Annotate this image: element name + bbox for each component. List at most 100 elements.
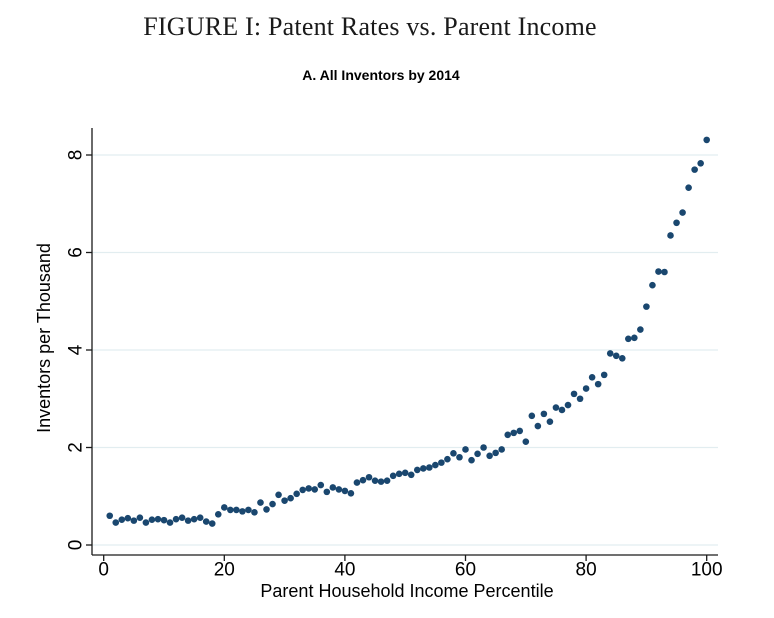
data-point (606, 350, 614, 357)
figure-title: FIGURE I: Patent Rates vs. Parent Income (143, 12, 597, 41)
data-point (480, 444, 487, 451)
data-point (383, 477, 391, 484)
data-point (600, 371, 608, 379)
data-point (570, 390, 578, 398)
data-point (631, 334, 638, 342)
data-point (347, 490, 355, 497)
data-point (582, 385, 590, 392)
y-tick-label: 4 (66, 344, 87, 355)
data-point (564, 401, 572, 409)
x-tick-label: 60 (455, 560, 476, 581)
data-point (691, 166, 698, 173)
data-point (299, 486, 306, 494)
x-tick-label: 40 (334, 560, 355, 581)
panel-title: A. All Inventors by 2014 (302, 67, 460, 83)
data-point (395, 470, 403, 478)
data-point (444, 455, 451, 463)
data-point (257, 499, 264, 506)
data-point (154, 515, 162, 523)
data-point (239, 508, 246, 515)
data-point (655, 268, 662, 275)
data-point (612, 352, 620, 360)
data-point (492, 449, 499, 457)
data-point (245, 506, 252, 514)
data-point (540, 410, 548, 418)
data-point (462, 446, 469, 453)
data-point (486, 452, 493, 460)
data-point (323, 488, 331, 496)
data-point (407, 471, 415, 479)
data-point (576, 395, 584, 403)
data-point (649, 281, 656, 289)
data-point (522, 438, 530, 445)
data-point (269, 500, 276, 508)
data-point (311, 486, 319, 493)
data-point (389, 472, 397, 480)
data-point (227, 506, 234, 514)
data-point (196, 514, 204, 521)
data-point (136, 514, 144, 521)
data-point (456, 453, 463, 461)
data-point (233, 506, 240, 514)
y-tick-label: 0 (66, 540, 87, 551)
data-point (317, 481, 325, 489)
data-point (625, 335, 632, 343)
data-point (329, 484, 337, 491)
data-point (214, 510, 222, 518)
data-point (142, 519, 150, 526)
data-point (160, 516, 168, 524)
data-point (106, 512, 114, 520)
data-point (528, 412, 536, 420)
data-point (697, 159, 704, 167)
x-tick-label: 80 (576, 560, 597, 581)
data-point (450, 450, 457, 457)
data-point (263, 506, 270, 513)
data-point (353, 479, 361, 486)
data-point (618, 354, 626, 362)
data-point (703, 136, 710, 144)
data-point (359, 476, 367, 484)
data-point (534, 422, 542, 430)
data-point (401, 469, 409, 477)
y-tick-label: 6 (66, 247, 87, 258)
data-point (130, 517, 138, 524)
data-point (172, 515, 180, 523)
data-point (184, 517, 192, 524)
data-point (275, 491, 282, 499)
y-axis-title: Inventors per Thousand (34, 243, 54, 433)
data-point (468, 456, 475, 464)
data-point (178, 514, 186, 521)
data-point (124, 514, 132, 522)
x-tick-label: 100 (691, 560, 723, 581)
data-point (166, 519, 174, 526)
data-point (667, 232, 674, 239)
data-point (371, 477, 379, 484)
data-point (202, 518, 210, 525)
data-point (504, 431, 512, 439)
y-tick-label: 2 (66, 442, 87, 453)
data-point (679, 209, 686, 216)
data-point (281, 497, 288, 504)
data-point (438, 459, 445, 466)
data-point (432, 461, 439, 469)
data-point (637, 326, 644, 333)
data-point (419, 465, 427, 472)
data-point (118, 516, 126, 523)
data-point (377, 478, 385, 485)
y-tick-label: 8 (66, 150, 87, 161)
data-point (221, 504, 228, 511)
data-point (335, 486, 343, 493)
data-point (498, 446, 505, 453)
data-point (661, 268, 668, 276)
data-point (673, 219, 680, 227)
data-point (148, 516, 156, 523)
x-axis-title: Parent Household Income Percentile (260, 581, 554, 601)
x-tick-label: 20 (214, 560, 235, 581)
data-point (588, 374, 596, 381)
data-point (516, 427, 524, 435)
data-point (287, 494, 294, 502)
data-point (474, 450, 481, 458)
data-point (190, 515, 198, 523)
